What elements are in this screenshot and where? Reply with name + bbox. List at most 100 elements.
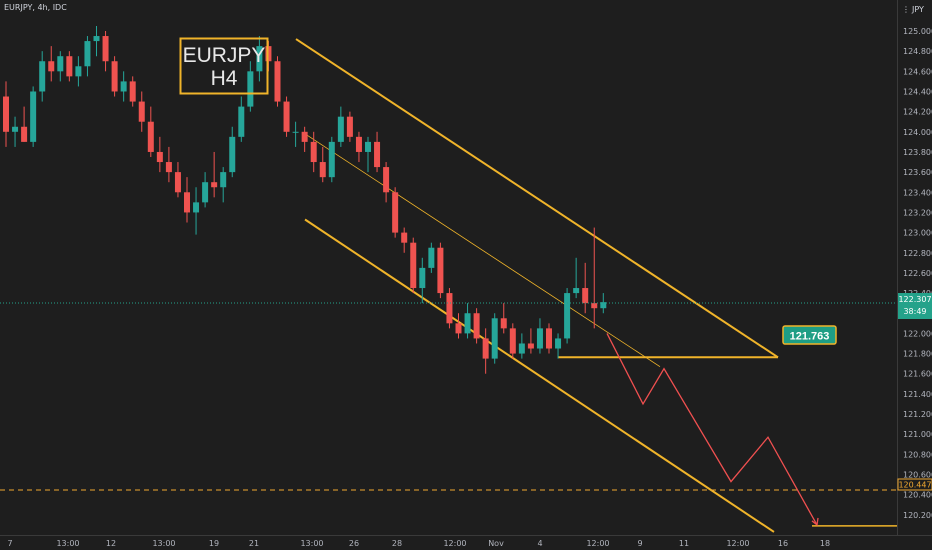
candle-bear (374, 141, 381, 168)
candle-bear (301, 131, 308, 142)
candle-bull (256, 46, 263, 72)
candle-bull (428, 247, 435, 268)
channel-mid-line (304, 133, 661, 367)
candle-bear (310, 141, 317, 163)
candle-bear (455, 323, 462, 334)
price-tick-label: 120.400 (903, 491, 932, 500)
target-badge[interactable]: 121.763 (782, 325, 837, 345)
price-tick-label: 123.800 (903, 148, 932, 157)
time-tick-label: 12 (106, 539, 116, 548)
candle-bull (536, 328, 543, 349)
price-tick-label: 121.800 (903, 350, 932, 359)
channel-lower-line (304, 218, 775, 533)
price-tick-label: 124.000 (903, 128, 932, 137)
time-tick-label: 16 (778, 539, 788, 548)
candle-bear (346, 116, 353, 137)
candle-bull (518, 343, 525, 354)
price-tick-label: 121.400 (903, 390, 932, 399)
candle-bull (229, 136, 236, 173)
candle-bear (147, 121, 154, 152)
level-badge: 120.447 (897, 478, 932, 491)
time-tick-label: 4 (537, 539, 542, 548)
title-box: EURJPY H4 (179, 37, 269, 95)
candle-bear (211, 182, 218, 188)
candle-bull (120, 81, 127, 92)
time-tick-label: 12:00 (443, 539, 466, 548)
candle-bear (509, 328, 516, 354)
price-ticks: 125.000 124.800 124.600 124.400 124.200 124.0… (903, 27, 932, 520)
projection-arrowhead (811, 517, 819, 527)
candle-bull (247, 71, 254, 107)
candle-bear (546, 328, 552, 349)
price-tick-label: 123.600 (903, 168, 932, 177)
time-tick-label: 7 (7, 539, 12, 548)
time-tick-label: 11 (679, 539, 689, 548)
candle-bear (274, 61, 281, 102)
price-tick-label: 120.200 (903, 511, 932, 520)
level-price-label: 120.447 (898, 481, 931, 490)
price-tick-label: 121.000 (903, 430, 932, 439)
candle-bull (238, 106, 245, 137)
candle-bear (446, 293, 453, 324)
candle-bull (84, 41, 91, 67)
title-box-frame (179, 37, 269, 95)
candle-bear (527, 343, 534, 349)
candle-bear (3, 96, 9, 132)
candle-bear (21, 126, 28, 142)
countdown-label: 38:49 (903, 307, 926, 316)
candle-bear (319, 162, 326, 178)
candle-bull (39, 61, 46, 92)
time-tick-label: 28 (392, 539, 402, 548)
title-timeframe: H4 (211, 67, 238, 90)
candle-bull (12, 126, 19, 132)
candle-bear (165, 162, 172, 173)
candle-bear (482, 338, 489, 359)
time-tick-label: 12:00 (726, 539, 749, 548)
candle-bull (93, 36, 100, 42)
price-tick-label: 122.000 (903, 329, 932, 338)
target-badge-box (782, 325, 837, 345)
descending-channel[interactable] (295, 38, 897, 533)
time-tick-label: 21 (249, 539, 259, 548)
candle-bear (473, 313, 480, 339)
candle-bull (75, 66, 82, 77)
price-tick-label: 122.600 (903, 269, 932, 278)
price-tick-label: 122.800 (903, 249, 932, 258)
time-tick-label: 12:00 (586, 539, 609, 548)
currency-label: JPY (911, 5, 924, 14)
channel-upper-line (295, 38, 779, 359)
axis-menu-icon[interactable]: ⋮ (902, 5, 910, 14)
price-tick-label: 120.600 (903, 471, 932, 480)
candle-bull (57, 56, 64, 72)
overlay-group (0, 302, 897, 527)
candle-bull (491, 318, 498, 359)
candle-bear (66, 56, 73, 77)
candle-bull (365, 141, 371, 152)
candle-bear (582, 288, 589, 304)
candle-bull (30, 91, 37, 142)
candle-bear (410, 242, 417, 289)
current-price-badge: 122.307 38:49 (898, 293, 932, 319)
candle-bull (419, 267, 426, 289)
candle-bear (138, 101, 145, 122)
time-tick-label: 13:00 (152, 539, 175, 548)
time-tick-label: 13:00 (56, 539, 79, 548)
candle-bull (600, 302, 607, 309)
price-tick-label: 124.200 (903, 108, 932, 117)
price-tick-label: 121.600 (903, 370, 932, 379)
candle-bear (102, 36, 109, 62)
candle-bull (464, 313, 471, 334)
candle-bear (383, 167, 390, 193)
current-price-box (898, 293, 932, 319)
candle-bull (564, 293, 571, 339)
price-tick-label: 120.800 (903, 450, 932, 459)
target-price-label: 121.763 (790, 331, 830, 343)
price-tick-label: 121.200 (903, 410, 932, 419)
time-tick-label: 19 (209, 539, 219, 548)
price-tick-label: 124.400 (903, 87, 932, 96)
candle-bull (573, 288, 580, 294)
candle-bull (220, 172, 227, 188)
candle-bear (591, 303, 598, 309)
